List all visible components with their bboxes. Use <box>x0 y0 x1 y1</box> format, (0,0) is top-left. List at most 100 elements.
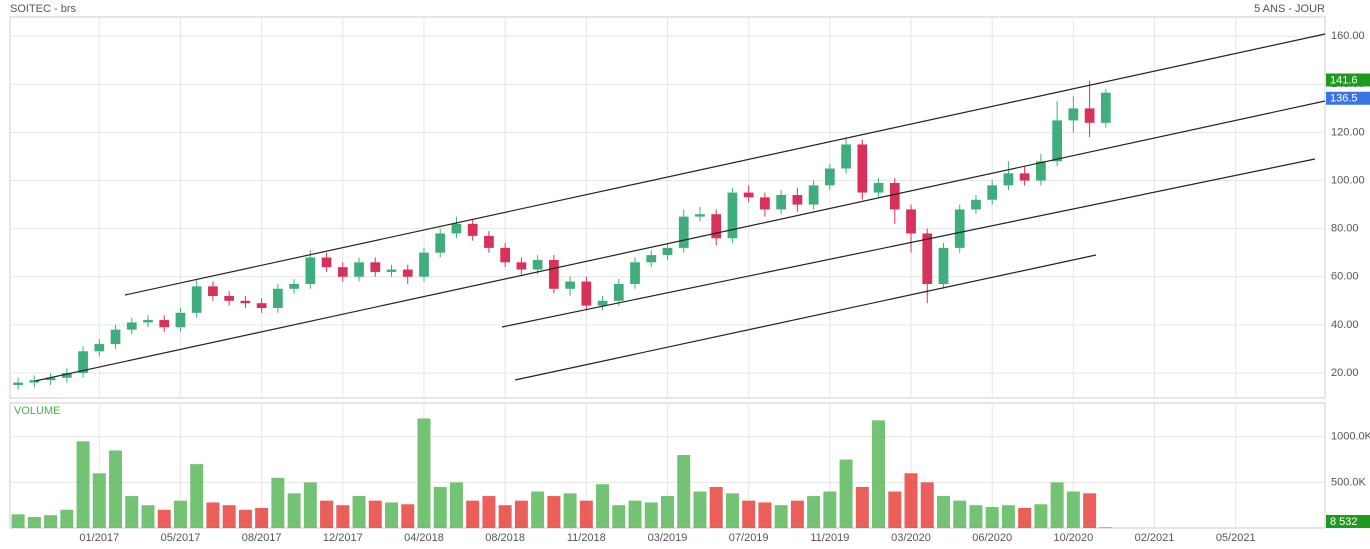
volume-bar <box>76 441 90 528</box>
volume-bar <box>11 514 25 528</box>
candle-body <box>45 377 56 381</box>
candle-body <box>971 199 981 210</box>
volume-bar <box>271 477 285 528</box>
candle-body <box>597 300 608 306</box>
volume-bar <box>417 418 431 528</box>
volume-bar <box>920 482 934 528</box>
volume-bar <box>790 500 804 528</box>
candle-body <box>1019 173 1030 181</box>
volume-bar <box>1050 482 1064 528</box>
volume-bar <box>953 500 967 528</box>
trend-line <box>124 33 1326 296</box>
candle-body <box>581 281 592 306</box>
volume-bar <box>839 459 853 528</box>
volume-bar <box>693 491 707 528</box>
candle-body <box>110 329 121 345</box>
candle-body <box>922 233 933 284</box>
volume-bar <box>1001 505 1015 528</box>
volume-bar <box>368 500 382 528</box>
candle-body <box>337 267 348 277</box>
candle-body <box>678 216 689 248</box>
period-label: 5 ANS - JOUR <box>1254 3 1325 15</box>
x-tick-label: 06/2020 <box>972 532 1012 544</box>
candle-body <box>776 194 787 210</box>
volume-bar <box>807 496 821 528</box>
volume-bar <box>888 491 902 528</box>
volume-bar <box>936 496 950 528</box>
x-tick-label: 05/2017 <box>161 532 201 544</box>
candle-body <box>841 144 851 169</box>
volume-bar <box>969 505 983 528</box>
x-tick-label: 08/2017 <box>242 532 282 544</box>
volume-bar <box>1034 504 1048 528</box>
price-badge-label: 141.6 <box>1330 74 1358 86</box>
candle-body <box>126 322 137 330</box>
candle-body <box>889 182 900 210</box>
volume-bar <box>904 473 918 528</box>
candle-body <box>175 312 186 328</box>
y-tick-label: 1000.0K <box>1331 431 1370 443</box>
candle-body <box>256 303 267 309</box>
volume-bar <box>758 502 772 528</box>
volume-bar <box>498 505 512 528</box>
volume-bar <box>27 517 41 528</box>
candle-body <box>78 351 88 373</box>
price-badge-box <box>1326 73 1370 87</box>
volume-title: VOLUME <box>14 405 60 417</box>
volume-bar <box>742 500 756 528</box>
candle-body <box>273 288 283 309</box>
volume-bar <box>677 455 691 528</box>
candle-body <box>386 269 397 272</box>
candle-body <box>419 252 429 277</box>
candle-body <box>711 214 722 239</box>
y-tick-label: 120.00 <box>1331 126 1365 138</box>
candle-body <box>532 259 543 270</box>
candle-body <box>29 380 40 383</box>
candle-body <box>1003 173 1014 186</box>
candle-body <box>1100 92 1111 123</box>
candle-body <box>305 257 316 284</box>
volume-badge-label: 8 532 <box>1330 516 1358 528</box>
volume-bar <box>287 493 301 528</box>
volume-bar <box>563 493 577 528</box>
candle-body <box>630 262 640 284</box>
volume-bar <box>1083 493 1097 528</box>
x-tick-label: 01/2017 <box>79 532 119 544</box>
candle-body <box>824 168 835 186</box>
volume-bar <box>60 509 74 528</box>
price-badge-box <box>1326 91 1370 105</box>
candle-body <box>873 182 884 193</box>
y-tick-label: 160.00 <box>1331 30 1365 42</box>
grid <box>10 17 1325 528</box>
candle-body <box>1068 108 1079 121</box>
candle-body <box>240 300 251 304</box>
x-tick-label: 04/2018 <box>404 532 444 544</box>
candle-body <box>94 344 105 352</box>
x-tick-label: 02/2021 <box>1135 532 1175 544</box>
candle-body <box>548 259 559 289</box>
x-tick-label: 11/2019 <box>810 532 849 544</box>
volume-bar <box>336 505 350 528</box>
volume-bar <box>644 502 658 528</box>
volume-bar <box>222 505 236 528</box>
volume-bar <box>823 491 837 528</box>
y-tick-label: 20.00 <box>1331 367 1359 379</box>
candle-body <box>727 192 738 239</box>
volume-bar <box>709 486 723 528</box>
trend-line <box>501 158 1316 328</box>
volume-bar <box>855 486 869 528</box>
x-tick-label: 11/2018 <box>567 532 606 544</box>
volume-bar <box>173 500 187 528</box>
x-tick-label: 10/2020 <box>1053 532 1093 544</box>
candle-body <box>191 286 202 313</box>
candle-body <box>484 235 494 248</box>
volume-bar <box>190 464 204 528</box>
candle-body <box>987 185 998 200</box>
x-tick-label: 08/2018 <box>485 532 525 544</box>
volume-bar <box>985 507 999 528</box>
candle-body <box>467 223 478 236</box>
candle-body <box>857 144 868 193</box>
volume-bar <box>44 515 58 528</box>
volume-bar <box>514 500 528 528</box>
volume-bar <box>596 484 610 528</box>
